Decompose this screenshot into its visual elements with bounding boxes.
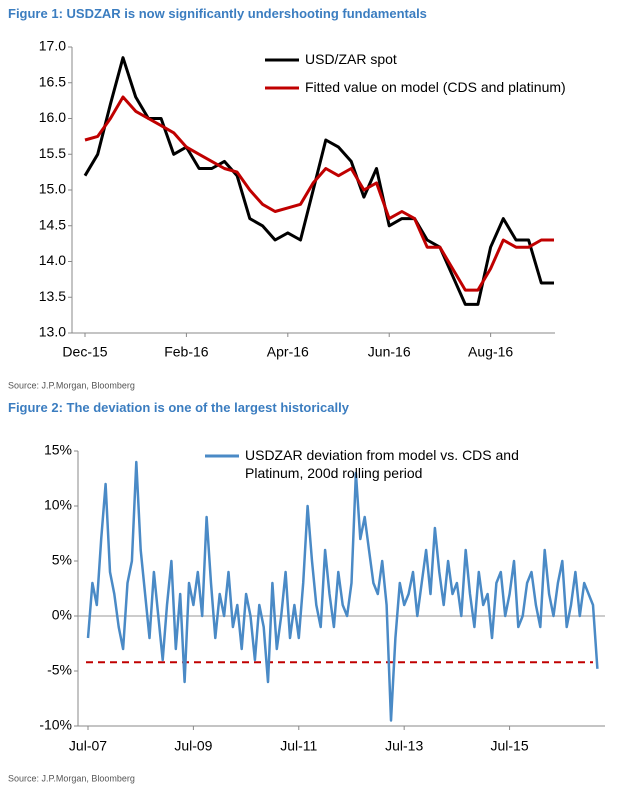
y-tick-label: 16.0 [39,109,66,125]
x-tick-label: Apr-16 [267,344,309,360]
y-tick-label: 16.5 [39,73,66,89]
chart-title: Figure 2: The deviation is one of the la… [8,400,350,415]
y-tick-label: 13.5 [39,288,66,304]
series-line [84,95,554,292]
x-tick-label: Jul-13 [385,738,423,754]
y-tick-label: 15% [44,442,72,458]
y-tick-label: 14.0 [39,252,66,268]
series-line [83,56,554,306]
source-note: Source: J.P.Morgan, Bloomberg [8,380,135,390]
x-tick-label: Jul-15 [490,738,528,754]
y-tick-label: -5% [47,662,72,678]
y-tick-label: 5% [52,552,72,568]
y-tick-label: 14.5 [39,216,66,232]
x-tick-label: Jul-11 [280,738,317,754]
y-tick-label: 13.0 [39,324,66,340]
x-tick-label: Aug-16 [468,344,513,360]
series-line [86,460,599,722]
y-tick-label: 15.5 [39,145,66,161]
x-tick-label: Feb-16 [164,344,209,360]
y-tick-label: -10% [39,717,72,733]
y-tick-label: 10% [44,497,72,513]
y-tick-label: 0% [52,607,72,623]
x-tick-label: Jul-07 [69,738,107,754]
source-note: Source: J.P.Morgan, Bloomberg [8,773,135,783]
legend-label: USD/ZAR spot [305,51,397,67]
chart-title: Figure 1: USDZAR is now significantly un… [8,6,427,21]
x-tick-label: Dec-15 [62,344,107,360]
y-tick-label: 15.0 [39,181,66,197]
x-tick-label: Jun-16 [368,344,411,360]
legend-label: USDZAR deviation from model vs. CDS and … [245,447,519,481]
legend-label: Fitted value on model (CDS and platinum) [305,79,566,95]
y-tick-label: 17.0 [39,38,66,54]
x-tick-label: Jul-09 [174,738,212,754]
